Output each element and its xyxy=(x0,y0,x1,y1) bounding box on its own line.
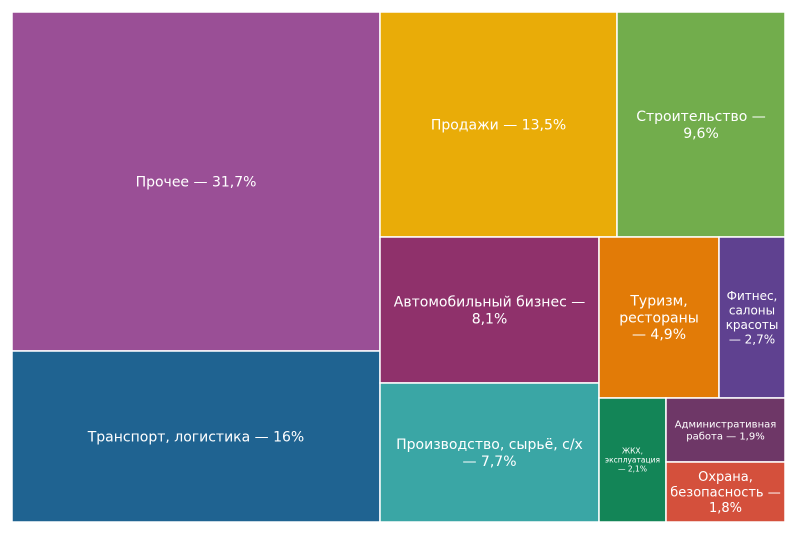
treemap-rect xyxy=(11,350,381,523)
treemap-rect xyxy=(379,236,600,384)
treemap-tile: Автомобильный бизнес —8,1% xyxy=(379,236,600,384)
treemap-rect xyxy=(598,236,720,399)
treemap-tile: Прочее — 31,7% xyxy=(11,11,381,352)
treemap-label: ЖКХ, эксплуатация — 2,1% xyxy=(605,447,660,474)
treemap-rect xyxy=(11,11,381,352)
treemap-tile: Туризм, рестораны — 4,9% xyxy=(598,236,720,399)
treemap-rect xyxy=(379,382,600,523)
treemap-label: Производство, сырьё, с/х — 7,7% xyxy=(396,437,583,470)
treemap-tile: Строительство —9,6% xyxy=(616,11,786,238)
treemap-rect xyxy=(665,461,786,523)
treemap-tile: Фитнес, салоны красоты — 2,7% xyxy=(718,236,786,399)
treemap-label: Строительство —9,6% xyxy=(636,109,766,142)
treemap-tile: ЖКХ, эксплуатация — 2,1% xyxy=(598,397,667,523)
treemap-rect xyxy=(598,397,667,523)
treemap-rect xyxy=(665,397,786,463)
treemap-rect xyxy=(718,236,786,399)
treemap-label: Прочее — 31,7% xyxy=(136,174,257,190)
treemap-rect xyxy=(616,11,786,238)
treemap-label: Автомобильный бизнес —8,1% xyxy=(394,295,585,328)
treemap-tile: Производство, сырьё, с/х — 7,7% xyxy=(379,382,600,523)
treemap-label: Фитнес, салоны красоты — 2,7% xyxy=(726,289,779,346)
treemap-label: Туризм, рестораны — 4,9% xyxy=(619,294,699,344)
treemap-tile: Охрана, безопасность —1,8% xyxy=(665,461,786,523)
treemap-rect xyxy=(379,11,618,238)
treemap-label: Административная работа — 1,9% xyxy=(675,420,777,443)
treemap-label: Охрана, безопасность —1,8% xyxy=(670,470,780,516)
treemap-label: Продажи — 13,5% xyxy=(431,117,566,133)
treemap-tile: Продажи — 13,5% xyxy=(379,11,618,238)
treemap-tile: Административная работа — 1,9% xyxy=(665,397,786,463)
treemap-label: Транспорт, логистика — 16% xyxy=(87,429,305,445)
treemap-tile: Транспорт, логистика — 16% xyxy=(11,350,381,523)
